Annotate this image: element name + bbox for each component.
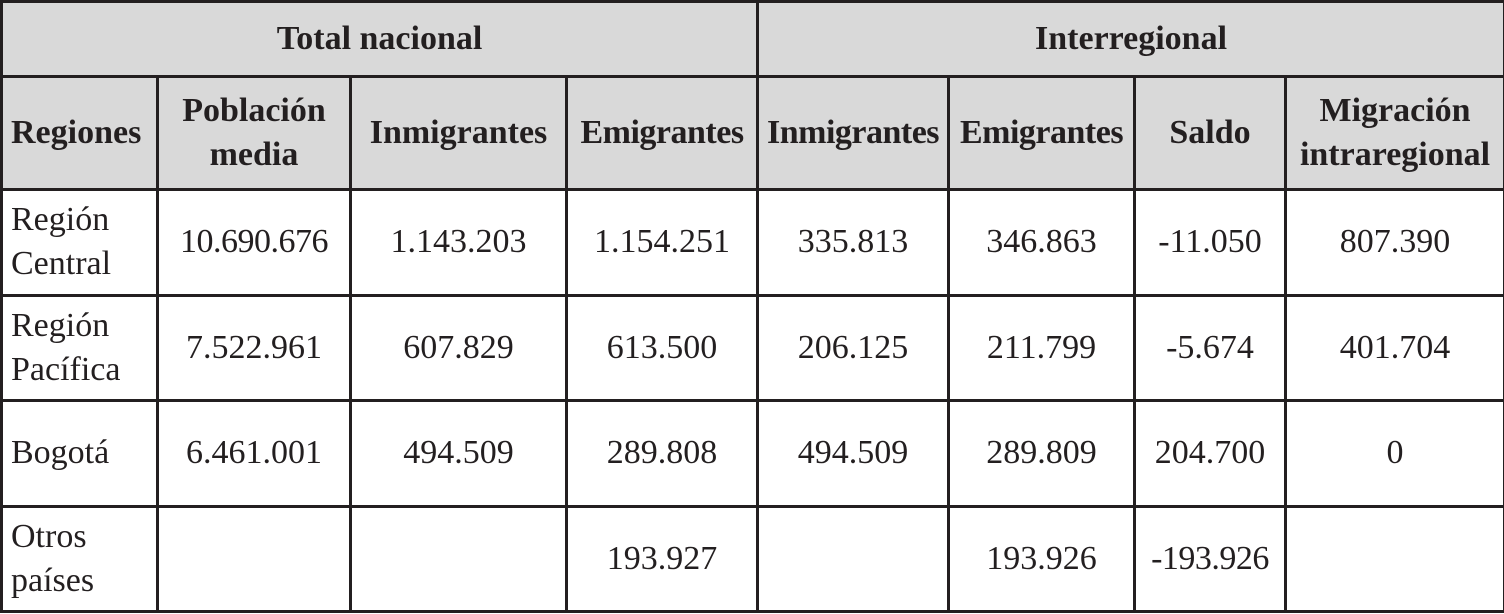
cell-emigrantes-interregional: 211.799: [947, 293, 1137, 402]
column-header-emigrantes-total: Emigrantes: [564, 75, 760, 191]
table-row: Bogotá 6.461.001 494.509 289.808 494.509…: [0, 399, 1504, 508]
cell-emigrantes-interregional: 289.809: [947, 399, 1137, 508]
cell-inmigrantes-interregional: [756, 504, 951, 613]
cell-inmigrantes-total: 607.829: [349, 293, 568, 402]
table-row: Región Central 10.690.676 1.143.203 1.15…: [0, 188, 1504, 297]
cell-emigrantes-interregional: 193.926: [947, 504, 1137, 613]
cell-saldo: -193.926: [1133, 504, 1288, 613]
cell-emigrantes-interregional: 346.863: [947, 188, 1137, 297]
cell-inmigrantes-interregional: 494.509: [756, 399, 951, 508]
section-header-interregional: Interregional: [756, 0, 1504, 78]
cell-inmigrantes-total: 494.509: [349, 399, 568, 508]
section-header-total-nacional: Total nacional: [0, 0, 760, 78]
region-name: Región Central: [0, 188, 159, 297]
cell-saldo: -11.050: [1133, 188, 1288, 297]
cell-migracion-intraregional: 401.704: [1284, 293, 1504, 402]
cell-inmigrantes-total: [349, 504, 568, 613]
cell-poblacion-media: [156, 504, 352, 613]
region-name: Región Pacífica: [0, 293, 159, 402]
cell-migracion-intraregional: [1284, 504, 1504, 613]
cell-inmigrantes-interregional: 335.813: [756, 188, 951, 297]
cell-migracion-intraregional: 0: [1284, 399, 1504, 508]
table-row: Otros países 193.927 193.926 -193.926: [0, 504, 1504, 613]
column-header-row: Regiones Población media Inmigrantes Emi…: [0, 75, 1504, 191]
column-header-emigrantes-interregional: Emigrantes: [947, 75, 1137, 191]
column-header-inmigrantes-total: Inmigrantes: [349, 75, 568, 191]
region-name: Bogotá: [0, 399, 159, 508]
cell-inmigrantes-total: 1.143.203: [349, 188, 568, 297]
cell-saldo: -5.674: [1133, 293, 1288, 402]
cell-inmigrantes-interregional: 206.125: [756, 293, 951, 402]
cell-poblacion-media: 6.461.001: [156, 399, 352, 508]
section-header-row: Total nacional Interregional: [0, 0, 1504, 78]
cell-emigrantes-total: 613.500: [564, 293, 760, 402]
cell-emigrantes-total: 193.927: [564, 504, 760, 613]
column-header-regiones: Regiones: [0, 75, 159, 191]
cell-migracion-intraregional: 807.390: [1284, 188, 1504, 297]
column-header-saldo: Saldo: [1133, 75, 1288, 191]
cell-poblacion-media: 7.522.961: [156, 293, 352, 402]
cell-saldo: 204.700: [1133, 399, 1288, 508]
table-row: Región Pacífica 7.522.961 607.829 613.50…: [0, 293, 1504, 402]
cell-emigrantes-total: 1.154.251: [564, 188, 760, 297]
column-header-inmigrantes-interregional: Inmigrantes: [756, 75, 951, 191]
cell-emigrantes-total: 289.808: [564, 399, 760, 508]
column-header-migracion-intraregional: Migración intraregional: [1284, 75, 1504, 191]
region-name: Otros países: [0, 504, 159, 613]
column-header-poblacion-media: Población media: [156, 75, 352, 191]
cell-poblacion-media: 10.690.676: [156, 188, 352, 297]
